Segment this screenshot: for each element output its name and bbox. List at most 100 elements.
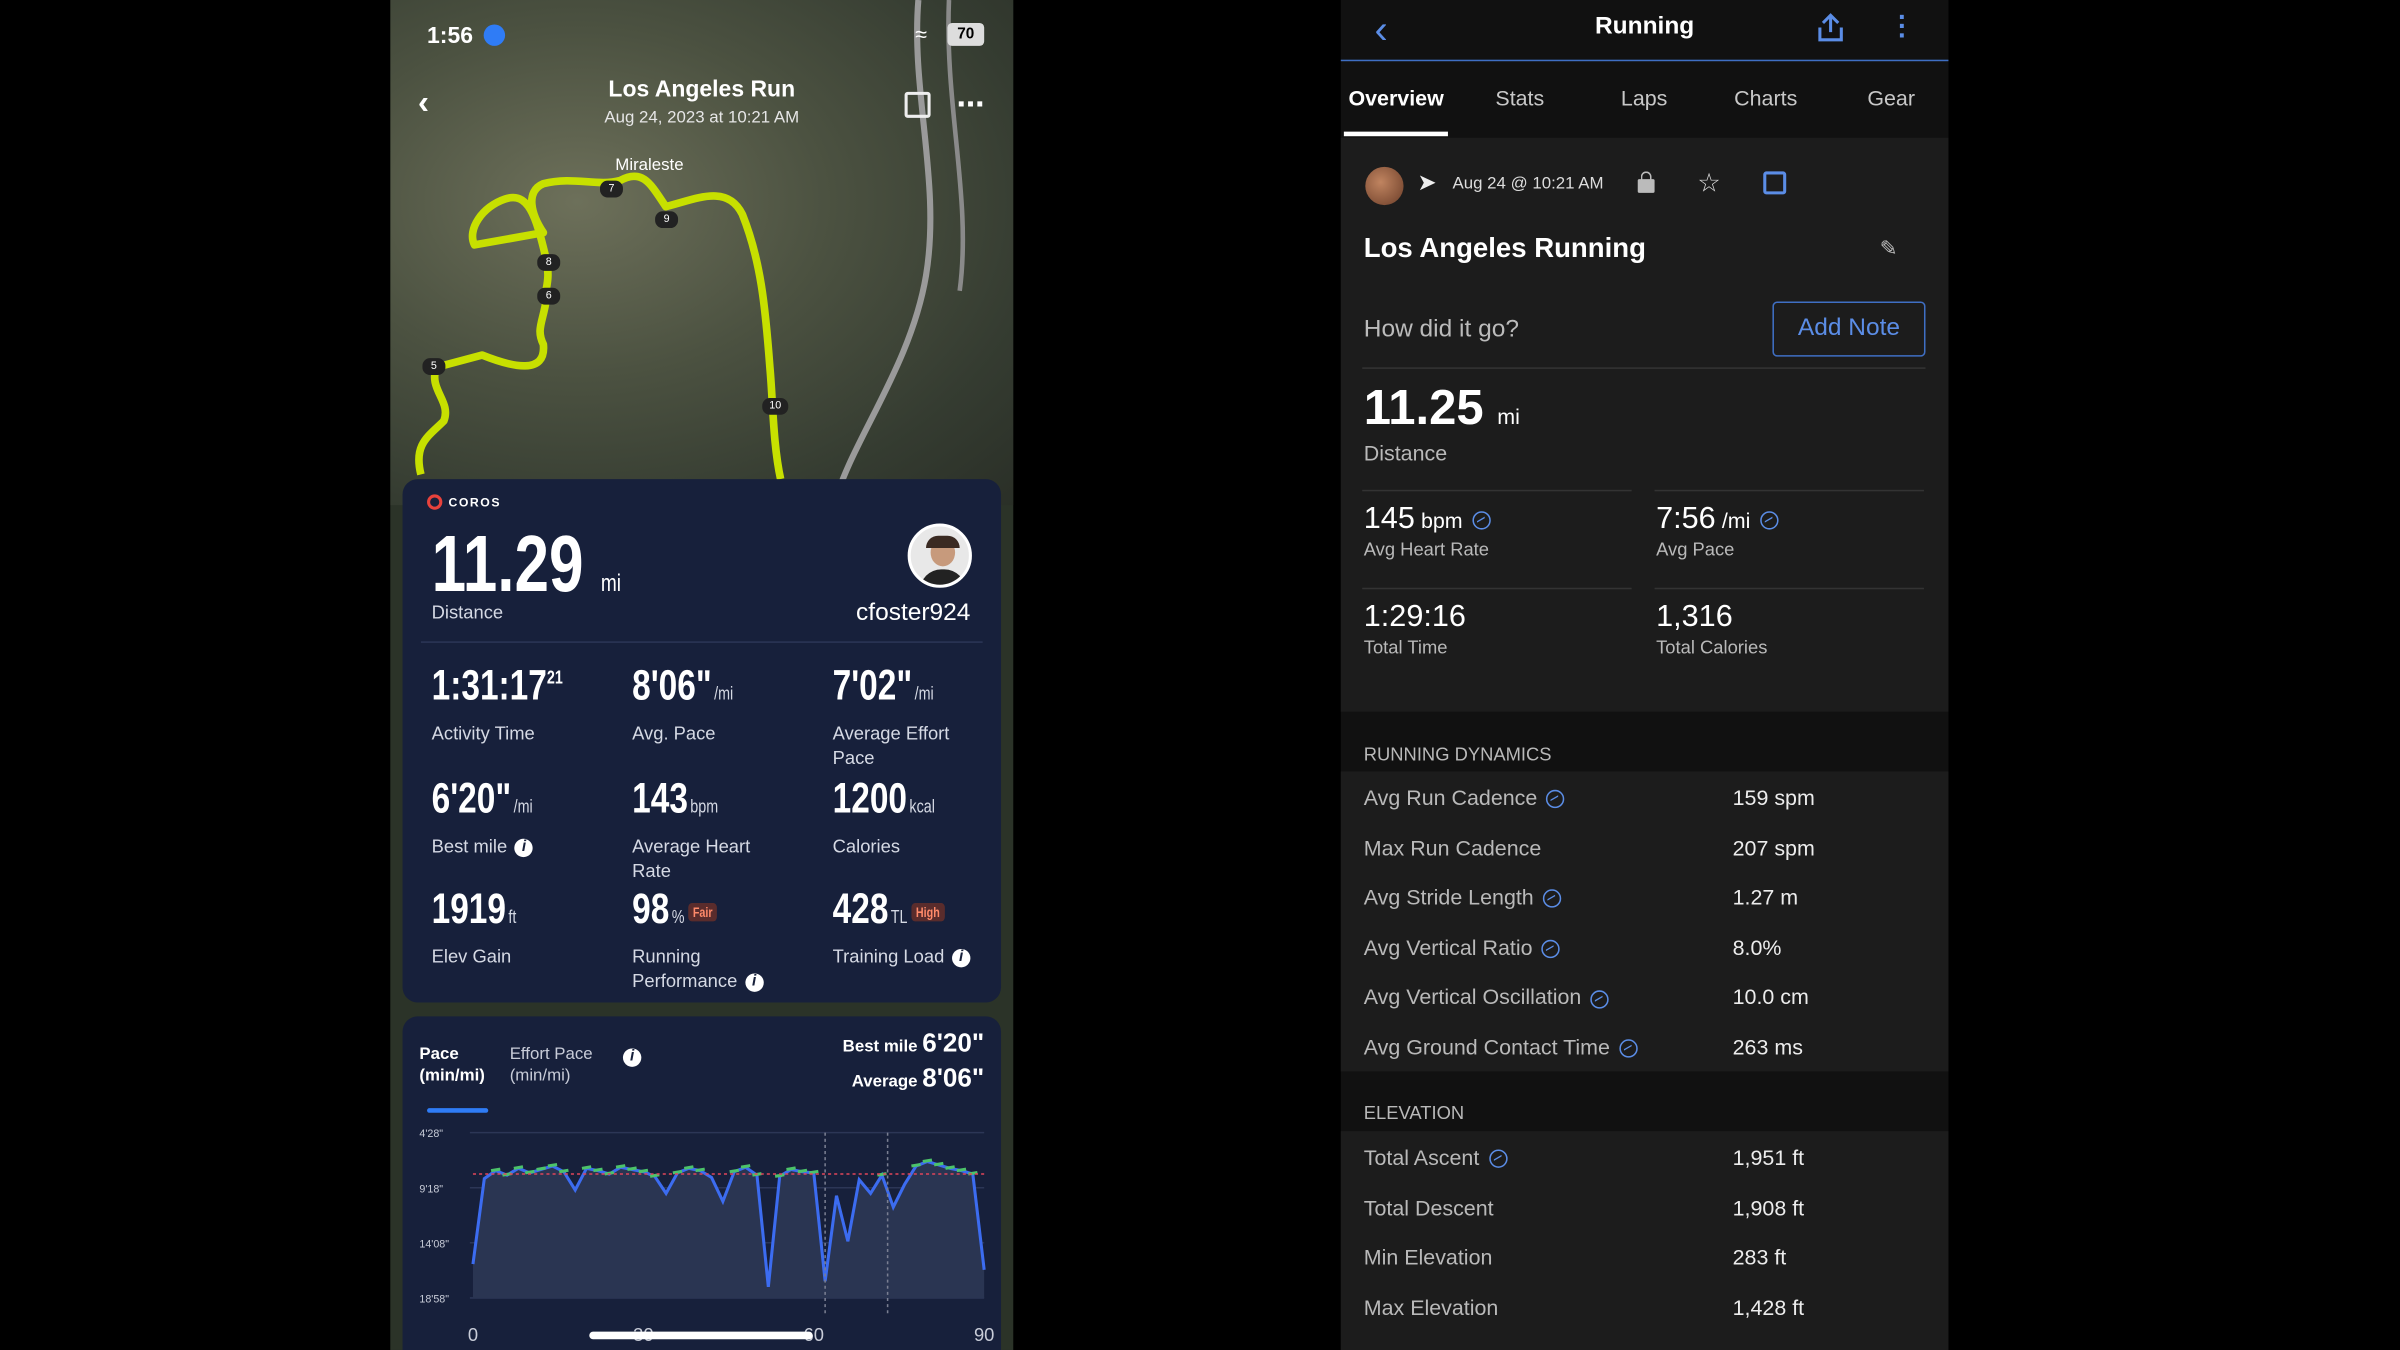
- stat-label-text: Average Effort Pace: [832, 722, 950, 769]
- x-tick-label: 90: [974, 1324, 994, 1345]
- y-tick-label: 18'58": [419, 1294, 449, 1306]
- stat-row: Avg Vertical Ratio 8.0%: [1341, 935, 1949, 966]
- stat-number: 7'02": [832, 661, 913, 709]
- tab-overview[interactable]: Overview: [1348, 85, 1444, 111]
- lap-marker[interactable]: 9: [655, 211, 679, 229]
- info-icon[interactable]: i: [514, 838, 534, 857]
- username[interactable]: cfoster924: [856, 599, 971, 627]
- stat-unit: bpm: [690, 795, 719, 818]
- metric-label: Total Time: [1363, 636, 1448, 659]
- edit-pencil-icon[interactable]: ✎: [1879, 235, 1898, 261]
- stat-label: Avg. Pace: [632, 721, 785, 745]
- stat-label: Activity Time: [432, 721, 585, 745]
- wifi-icon: ≈: [915, 21, 928, 46]
- info-icon[interactable]: i: [744, 973, 764, 992]
- summary-card: COROS 11.29 mi Distance cfoster924 1:31:…: [402, 479, 1002, 1003]
- stat-unit: /mi: [914, 682, 934, 705]
- x-tick-label: 60: [804, 1324, 824, 1345]
- activity-date: Aug 24 @ 10:21 AM: [1452, 174, 1604, 193]
- lap-marker[interactable]: 10: [762, 397, 789, 415]
- metric-value: 1:29:16: [1364, 600, 1466, 635]
- header-divider: [1340, 59, 1949, 62]
- stat-number: 6'20": [431, 774, 512, 822]
- stat-label: Average Effort Pace: [833, 721, 986, 770]
- row-value: 263 ms: [1732, 1034, 1803, 1060]
- back-chevron-icon[interactable]: ‹: [417, 82, 430, 121]
- divider: [1362, 489, 1632, 492]
- avatar[interactable]: [907, 523, 972, 588]
- sensor-icon[interactable]: [1542, 890, 1562, 909]
- lap-marker[interactable]: 8: [537, 254, 561, 271]
- stat-number: 1919: [431, 884, 507, 933]
- average-summary: Average 8'06": [851, 1063, 985, 1093]
- stat-row: Avg Run Cadence 159 spm: [1341, 785, 1949, 816]
- fast-pace-segments: [490, 1158, 978, 1178]
- stat-unit: kcal: [909, 795, 935, 818]
- tab-gear[interactable]: Gear: [1867, 85, 1915, 111]
- pace-chart[interactable]: 4'28"9'18"14'08"18'58"0306090: [403, 1016, 1001, 1350]
- overview-card: ➤ Aug 24 @ 10:21 AM ☆ Los Angeles Runnin…: [1340, 137, 1949, 712]
- row-label: Avg Ground Contact Time: [1364, 1035, 1638, 1059]
- share-icon[interactable]: [1817, 12, 1845, 43]
- sensor-icon[interactable]: [1619, 1039, 1638, 1059]
- stat-label: Training Load i: [833, 944, 986, 968]
- lap-marker[interactable]: 6: [537, 287, 561, 305]
- back-chevron-icon[interactable]: ‹: [1374, 6, 1388, 53]
- row-label: Min Elevation: [1364, 1245, 1493, 1269]
- row-value: 1.27 m: [1732, 884, 1799, 910]
- sensor-icon[interactable]: [1488, 1149, 1507, 1169]
- add-note-button[interactable]: Add Note: [1772, 301, 1926, 357]
- metric-unit: /mi: [1721, 508, 1751, 533]
- page-title: Running: [1594, 13, 1695, 40]
- metric-value: 7:56/mi: [1656, 502, 1778, 537]
- divider: [1362, 367, 1926, 369]
- info-icon[interactable]: i: [951, 948, 971, 968]
- page-title: Los Angeles Run: [608, 76, 796, 103]
- star-icon[interactable]: ☆: [1697, 168, 1721, 198]
- info-icon[interactable]: i: [622, 1048, 642, 1067]
- row-label: Total Ascent: [1364, 1145, 1507, 1169]
- stat-label: Calories: [833, 834, 986, 858]
- row-label: Avg Vertical Ratio: [1364, 935, 1561, 959]
- avatar[interactable]: [1365, 166, 1404, 206]
- more-icon[interactable]: ⋯: [956, 88, 985, 120]
- sensor-icon[interactable]: [1541, 939, 1561, 959]
- more-vertical-icon[interactable]: · · ·: [1897, 1, 1908, 51]
- tab-effort-pace[interactable]: Effort Pace (min/mi): [509, 1045, 593, 1086]
- sensor-icon[interactable]: [1471, 510, 1491, 530]
- divider: [1654, 489, 1924, 492]
- sensor-icon[interactable]: [1546, 790, 1565, 809]
- tab-stats[interactable]: Stats: [1495, 85, 1545, 111]
- stat-row: Avg Ground Contact Time 263 ms: [1341, 1035, 1949, 1066]
- stat-number: 143: [632, 774, 688, 822]
- tab-pace[interactable]: Pace (min/mi): [419, 1045, 485, 1086]
- row-label: Total Descent: [1364, 1195, 1494, 1219]
- share-icon[interactable]: [904, 91, 931, 118]
- tab-charts[interactable]: Charts: [1734, 85, 1798, 111]
- stat-row: Avg Stride Length 1.27 m: [1341, 885, 1949, 916]
- distance-label: Distance: [431, 601, 504, 623]
- lap-marker[interactable]: 5: [422, 358, 446, 375]
- metric-number: 1,316: [1656, 599, 1733, 634]
- pace-chart-card: Pace (min/mi) Effort Pace (min/mi) i Best …: [402, 1016, 1002, 1350]
- running-icon: ➤: [1417, 169, 1437, 196]
- x-tick-label: 0: [468, 1324, 478, 1345]
- section-header-elevation: ELEVATION: [1363, 1102, 1465, 1124]
- sensor-icon[interactable]: [1590, 989, 1609, 1009]
- sensor-icon[interactable]: [1759, 510, 1778, 530]
- lap-marker[interactable]: 7: [599, 180, 623, 198]
- coros-logo-icon: [427, 494, 443, 510]
- best-mile-summary: Best mile 6'20": [842, 1028, 985, 1058]
- divider: [1654, 587, 1924, 590]
- route-map[interactable]: 1:56 ≈ 70 ‹ Los Angeles Run Aug 24, 2023…: [390, 0, 1014, 506]
- tab-laps[interactable]: Laps: [1620, 85, 1668, 111]
- stat-label: Elev Gain: [432, 944, 585, 968]
- row-value: 1,908 ft: [1732, 1194, 1805, 1220]
- stat-badge: Fair: [688, 902, 718, 921]
- stat-value: 98% Fair: [632, 885, 718, 934]
- stat-row: Total Descent 1,908 ft: [1341, 1195, 1949, 1226]
- lock-icon[interactable]: [1637, 171, 1655, 193]
- stat-label: Running Performance i: [632, 944, 785, 993]
- add-photo-icon[interactable]: [1763, 171, 1787, 195]
- metric-unit: bpm: [1420, 508, 1463, 533]
